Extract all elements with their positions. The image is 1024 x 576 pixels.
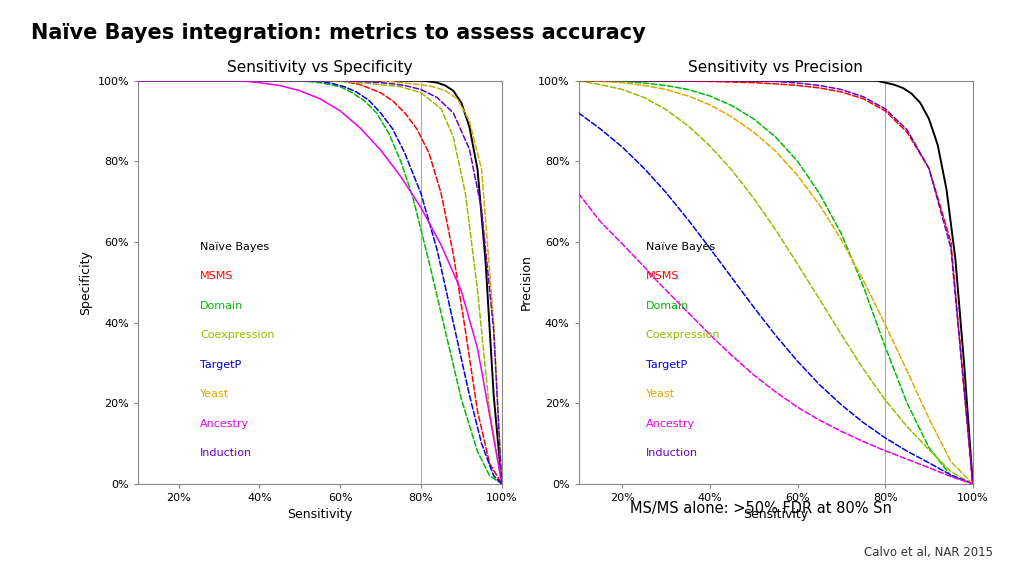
X-axis label: Sensitivity: Sensitivity — [743, 509, 808, 521]
Text: TargetP: TargetP — [200, 359, 242, 370]
Text: Naïve Bayes: Naïve Bayes — [645, 242, 715, 252]
X-axis label: Sensitivity: Sensitivity — [288, 509, 352, 521]
Text: Domain: Domain — [200, 301, 244, 311]
Text: Calvo et al, NAR 2015: Calvo et al, NAR 2015 — [864, 545, 993, 559]
Text: MS/MS alone: >50% FDR at 80% Sn: MS/MS alone: >50% FDR at 80% Sn — [630, 501, 892, 516]
Text: MSMS: MSMS — [645, 271, 679, 281]
Text: Ancestry: Ancestry — [645, 419, 694, 429]
Y-axis label: Precision: Precision — [519, 254, 532, 310]
Text: Induction: Induction — [645, 448, 697, 458]
Text: Ancestry: Ancestry — [200, 419, 249, 429]
Text: Coexpression: Coexpression — [645, 330, 720, 340]
Text: TargetP: TargetP — [645, 359, 687, 370]
Text: Yeast: Yeast — [645, 389, 675, 399]
Text: Coexpression: Coexpression — [200, 330, 274, 340]
Text: Naïve Bayes: Naïve Bayes — [200, 242, 269, 252]
Text: Domain: Domain — [645, 301, 689, 311]
Text: MSMS: MSMS — [200, 271, 233, 281]
Text: Yeast: Yeast — [200, 389, 229, 399]
Title: Sensitivity vs Precision: Sensitivity vs Precision — [688, 60, 863, 75]
Title: Sensitivity vs Specificity: Sensitivity vs Specificity — [227, 60, 413, 75]
Text: Naïve Bayes integration: metrics to assess accuracy: Naïve Bayes integration: metrics to asse… — [31, 23, 645, 43]
Text: Induction: Induction — [200, 448, 252, 458]
Y-axis label: Specificity: Specificity — [79, 250, 92, 314]
